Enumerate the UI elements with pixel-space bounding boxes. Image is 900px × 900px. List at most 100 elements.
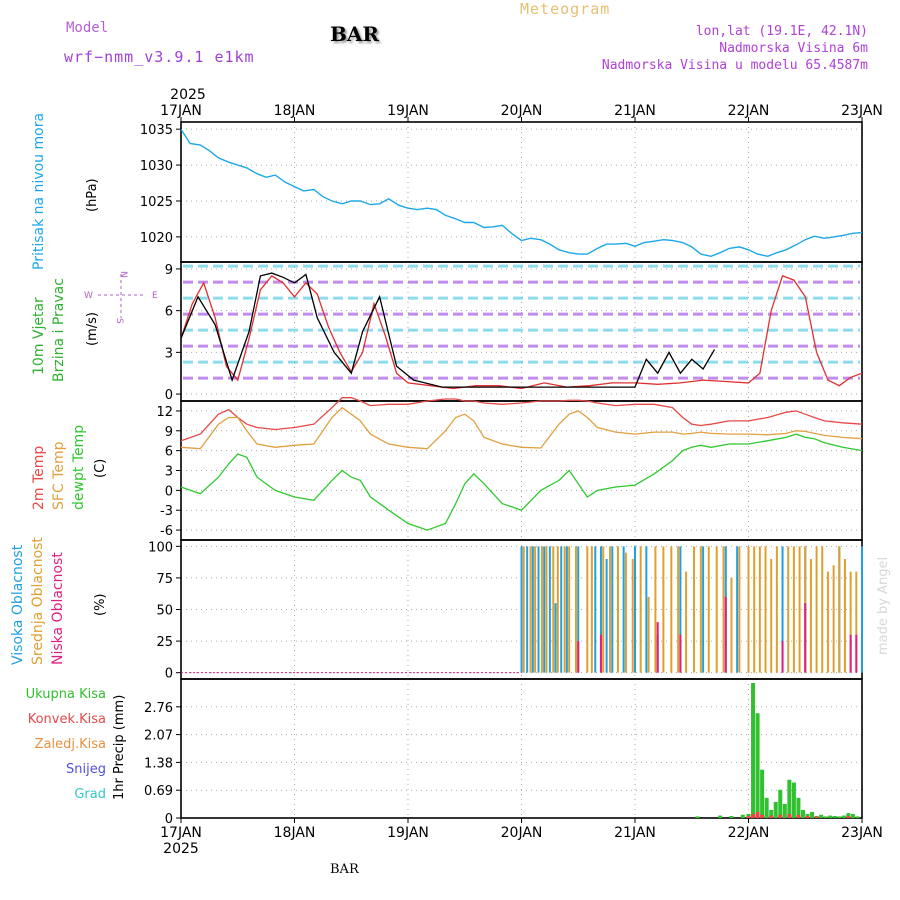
precip-bar-0	[823, 816, 828, 818]
pressure-ytick-label: 1035	[140, 123, 173, 138]
precip-bar-0	[805, 813, 810, 818]
location-line-coords: lon,lat (19.1E, 42.1N)	[695, 24, 868, 39]
year-label-bottom: 2025	[163, 841, 199, 857]
precip-bar-0	[773, 801, 778, 818]
precip-bar-1	[805, 815, 810, 818]
precip-bar-0	[828, 815, 833, 818]
compass-n-label: N	[118, 271, 128, 278]
clouds-ytick-label: 100	[148, 540, 173, 555]
wind-ytick-label: 9	[165, 263, 173, 278]
precip-bar-1	[769, 815, 774, 818]
precip-legend-1: Konvek.Kisa	[28, 712, 106, 727]
temperature-ytick-label: 0	[165, 484, 173, 499]
precip-bar-0	[760, 769, 765, 818]
compass-s-label: S	[114, 318, 124, 324]
precip-bar-0	[718, 815, 723, 818]
time-label-top: 20JAN	[501, 103, 543, 119]
temp-series-1-line	[180, 406, 863, 450]
temp-label-dewpt: dewpt Temp	[71, 425, 87, 510]
temperature-ytick-label: -3	[160, 504, 173, 519]
pressure-ylabel: (hPa)	[85, 178, 100, 212]
temperature-ytick-label: 12	[156, 405, 173, 420]
time-label-top: 21JAN	[614, 103, 656, 119]
time-label-bottom: 19JAN	[387, 825, 429, 841]
pressure-series-line	[180, 128, 863, 258]
precip-bar-0	[746, 813, 751, 818]
precip-legend-0: Ukupna Kisa	[26, 687, 106, 702]
clouds-ytick-label: 25	[156, 635, 173, 650]
time-label-bottom: 17JAN	[160, 825, 202, 841]
temp-label-2m: 2m Temp	[31, 446, 47, 510]
precip-bar-0	[787, 779, 792, 818]
station-title: BAR	[330, 22, 380, 46]
time-label-bottom: 20JAN	[501, 825, 543, 841]
location-line-elevation: Nadmorska Visina 6m	[719, 41, 868, 56]
pressure-ytick-label: 1030	[140, 159, 173, 174]
precip-bar-1	[846, 815, 851, 818]
clouds-ytick-label: 50	[156, 604, 173, 619]
wind-ytick-label: 3	[165, 346, 173, 361]
time-label-top: 18JAN	[274, 103, 316, 119]
time-label-top: 19JAN	[387, 103, 429, 119]
precip-ytick-label: 2.07	[144, 729, 173, 744]
precip-bar-0	[855, 816, 860, 818]
time-label-bottom: 21JAN	[614, 825, 656, 841]
footer-station: BAR	[330, 862, 359, 877]
time-label-bottom: 22JAN	[728, 825, 770, 841]
precip-bar-0	[850, 813, 855, 818]
precip-bar-0	[729, 815, 734, 818]
time-label-top: 17JAN	[160, 103, 202, 119]
precip-bar-1	[787, 813, 792, 818]
precip-legend-4: Grad	[74, 787, 106, 802]
precip-bar-1	[814, 816, 819, 818]
temp-series-2-line	[180, 433, 863, 531]
year-label-top: 2025	[170, 87, 206, 103]
pressure-ytick-label: 1025	[140, 195, 173, 210]
precip-legend-2: Zaledj.Kisa	[35, 737, 106, 752]
precip-bar-0	[810, 811, 815, 818]
meteogram-label: Meteogram	[520, 0, 611, 18]
precip-bar-1	[751, 813, 756, 818]
time-label-top: 23JAN	[841, 103, 883, 119]
precip-bar-0	[755, 713, 760, 818]
precip-ytick-label: 1.38	[144, 756, 173, 771]
precip-bar-0	[841, 815, 846, 818]
temperature-ytick-label: -6	[160, 524, 173, 539]
temperature-ytick-label: 6	[165, 445, 173, 460]
precip-bar-0	[800, 809, 805, 818]
cloud-label-mid: Srednja Oblacnost	[30, 537, 46, 665]
clouds-ytick-label: 0	[165, 667, 173, 682]
pressure-ytick-label: 1020	[140, 231, 173, 246]
time-label-bottom: 23JAN	[841, 825, 883, 841]
precip-bar-0	[846, 813, 851, 818]
precip-ytick-label: 2.76	[144, 701, 173, 716]
wind-title-line2: Brzina i Pravac	[51, 278, 67, 382]
wind-title-line1: 10m Vjetar	[31, 297, 47, 375]
precip-bar-0	[796, 797, 801, 818]
time-label-top: 22JAN	[728, 103, 770, 119]
temp-series-0-line	[180, 397, 863, 442]
wind-gust-line	[180, 272, 716, 388]
precip-bar-1	[760, 814, 765, 818]
precip-bar-0	[837, 816, 842, 818]
cloud-label-low: Niska Oblacnost	[50, 552, 66, 665]
location-line-model-elevation: Nadmorska Visina u modelu 65.4587m	[601, 58, 868, 73]
precip-bar-0	[791, 782, 796, 818]
cloud-ylabel: (%)	[93, 594, 108, 617]
precip-bar-1	[796, 814, 801, 818]
precip-bar-1	[755, 811, 760, 818]
temp-ylabel: (C)	[93, 459, 108, 478]
wind-ytick-label: 6	[165, 305, 173, 320]
precip-bar-0	[782, 803, 787, 818]
clouds-ytick-label: 75	[156, 572, 173, 587]
precip-legend-3: Snijeg	[66, 762, 106, 777]
precip-bar-0	[751, 683, 756, 818]
model-label: Model	[66, 20, 109, 36]
temperature-ytick-label: 9	[165, 425, 173, 440]
precip-bar-1	[746, 815, 751, 818]
wind-ylabel: (m/s)	[85, 312, 100, 346]
precip-bar-0	[832, 815, 837, 818]
model-version: wrf−nmm_v3.9.1 e1km	[64, 48, 255, 66]
precip-bar-0	[764, 797, 769, 818]
